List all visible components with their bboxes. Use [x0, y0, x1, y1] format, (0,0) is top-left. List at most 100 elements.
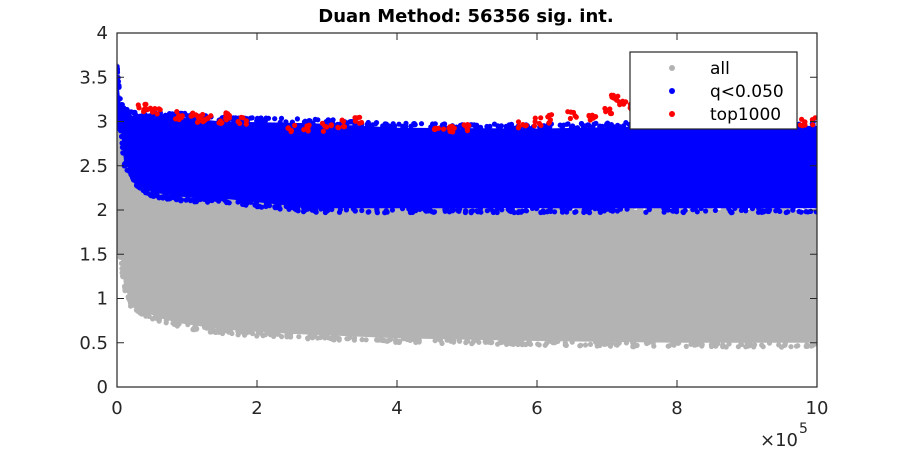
x-tick-label: 10	[806, 398, 829, 419]
data-point	[204, 325, 210, 331]
y-tick-label: 2	[97, 200, 108, 221]
data-point	[432, 126, 438, 133]
data-point	[292, 206, 298, 212]
data-point	[675, 340, 681, 346]
data-point	[802, 119, 808, 125]
data-point	[406, 206, 412, 212]
data-point	[478, 124, 484, 130]
data-point	[515, 209, 521, 216]
data-point	[185, 322, 191, 328]
data-point	[380, 337, 386, 344]
data-point	[603, 109, 609, 115]
data-point	[235, 328, 241, 334]
data-point	[570, 124, 576, 130]
data-point	[523, 208, 530, 214]
data-point	[738, 341, 744, 347]
data-point	[531, 123, 538, 129]
data-point	[127, 298, 133, 304]
data-point	[210, 196, 216, 202]
data-point	[663, 206, 669, 212]
data-point	[587, 341, 594, 347]
data-point	[195, 196, 202, 202]
data-point	[545, 114, 551, 120]
data-point	[336, 209, 343, 215]
data-point	[818, 119, 823, 124]
data-point	[279, 334, 285, 340]
data-point	[328, 123, 334, 129]
y-tick-label: 4	[97, 23, 108, 44]
data-point	[580, 123, 586, 129]
data-point	[671, 342, 677, 348]
data-point	[179, 197, 185, 203]
data-point	[351, 337, 357, 343]
data-point	[384, 209, 390, 215]
data-point	[354, 115, 360, 121]
data-point	[318, 206, 324, 212]
data-point	[603, 122, 610, 128]
data-point	[315, 117, 321, 123]
data-point	[300, 209, 307, 215]
data-point	[288, 127, 294, 134]
data-point	[150, 109, 156, 115]
data-point	[301, 119, 307, 125]
data-point	[185, 195, 191, 201]
data-point	[213, 329, 219, 335]
data-point	[205, 115, 211, 121]
data-point	[204, 195, 210, 201]
data-point	[163, 112, 169, 118]
data-point	[498, 123, 504, 129]
data-point	[643, 209, 649, 215]
data-point	[335, 124, 341, 130]
data-point	[249, 330, 256, 337]
data-point	[163, 318, 169, 324]
data-point	[165, 194, 171, 200]
data-point	[674, 209, 680, 215]
data-point	[408, 123, 414, 129]
data-point	[263, 203, 269, 209]
data-point	[441, 126, 447, 132]
data-point	[306, 122, 312, 128]
legend-label: all	[710, 59, 730, 79]
data-point	[243, 118, 249, 124]
data-point	[680, 209, 686, 215]
data-point	[507, 208, 513, 214]
y-tick-label: 2.5	[79, 156, 108, 177]
legend-label: top1000	[710, 105, 781, 125]
data-point	[347, 335, 353, 341]
data-point	[133, 113, 139, 119]
data-point	[194, 119, 201, 125]
data-point	[540, 208, 546, 214]
data-point	[586, 210, 593, 216]
data-point	[572, 113, 578, 119]
data-point	[532, 119, 538, 125]
data-point	[375, 337, 382, 343]
x-tick-label: 0	[111, 398, 122, 419]
data-point	[544, 340, 550, 346]
data-point	[119, 144, 125, 150]
data-point	[336, 336, 342, 342]
data-point	[432, 338, 438, 344]
data-point	[499, 207, 505, 213]
data-point	[325, 117, 331, 123]
data-point	[277, 119, 283, 125]
data-point	[782, 340, 788, 346]
data-point	[593, 339, 599, 345]
data-point	[610, 206, 616, 212]
data-point	[797, 122, 804, 128]
data-point	[117, 96, 123, 102]
data-point	[624, 206, 630, 212]
data-point	[340, 124, 346, 130]
x-axis-multiplier: ×10	[760, 430, 798, 450]
data-point	[176, 321, 182, 327]
data-point	[294, 116, 300, 122]
data-point	[810, 122, 816, 128]
data-point	[359, 119, 365, 126]
data-point	[515, 119, 522, 125]
data-point	[348, 119, 354, 125]
data-point	[146, 113, 152, 119]
data-point	[224, 113, 230, 119]
data-point	[456, 338, 462, 344]
data-point	[665, 343, 671, 349]
data-point	[749, 206, 756, 212]
data-point	[330, 334, 336, 340]
